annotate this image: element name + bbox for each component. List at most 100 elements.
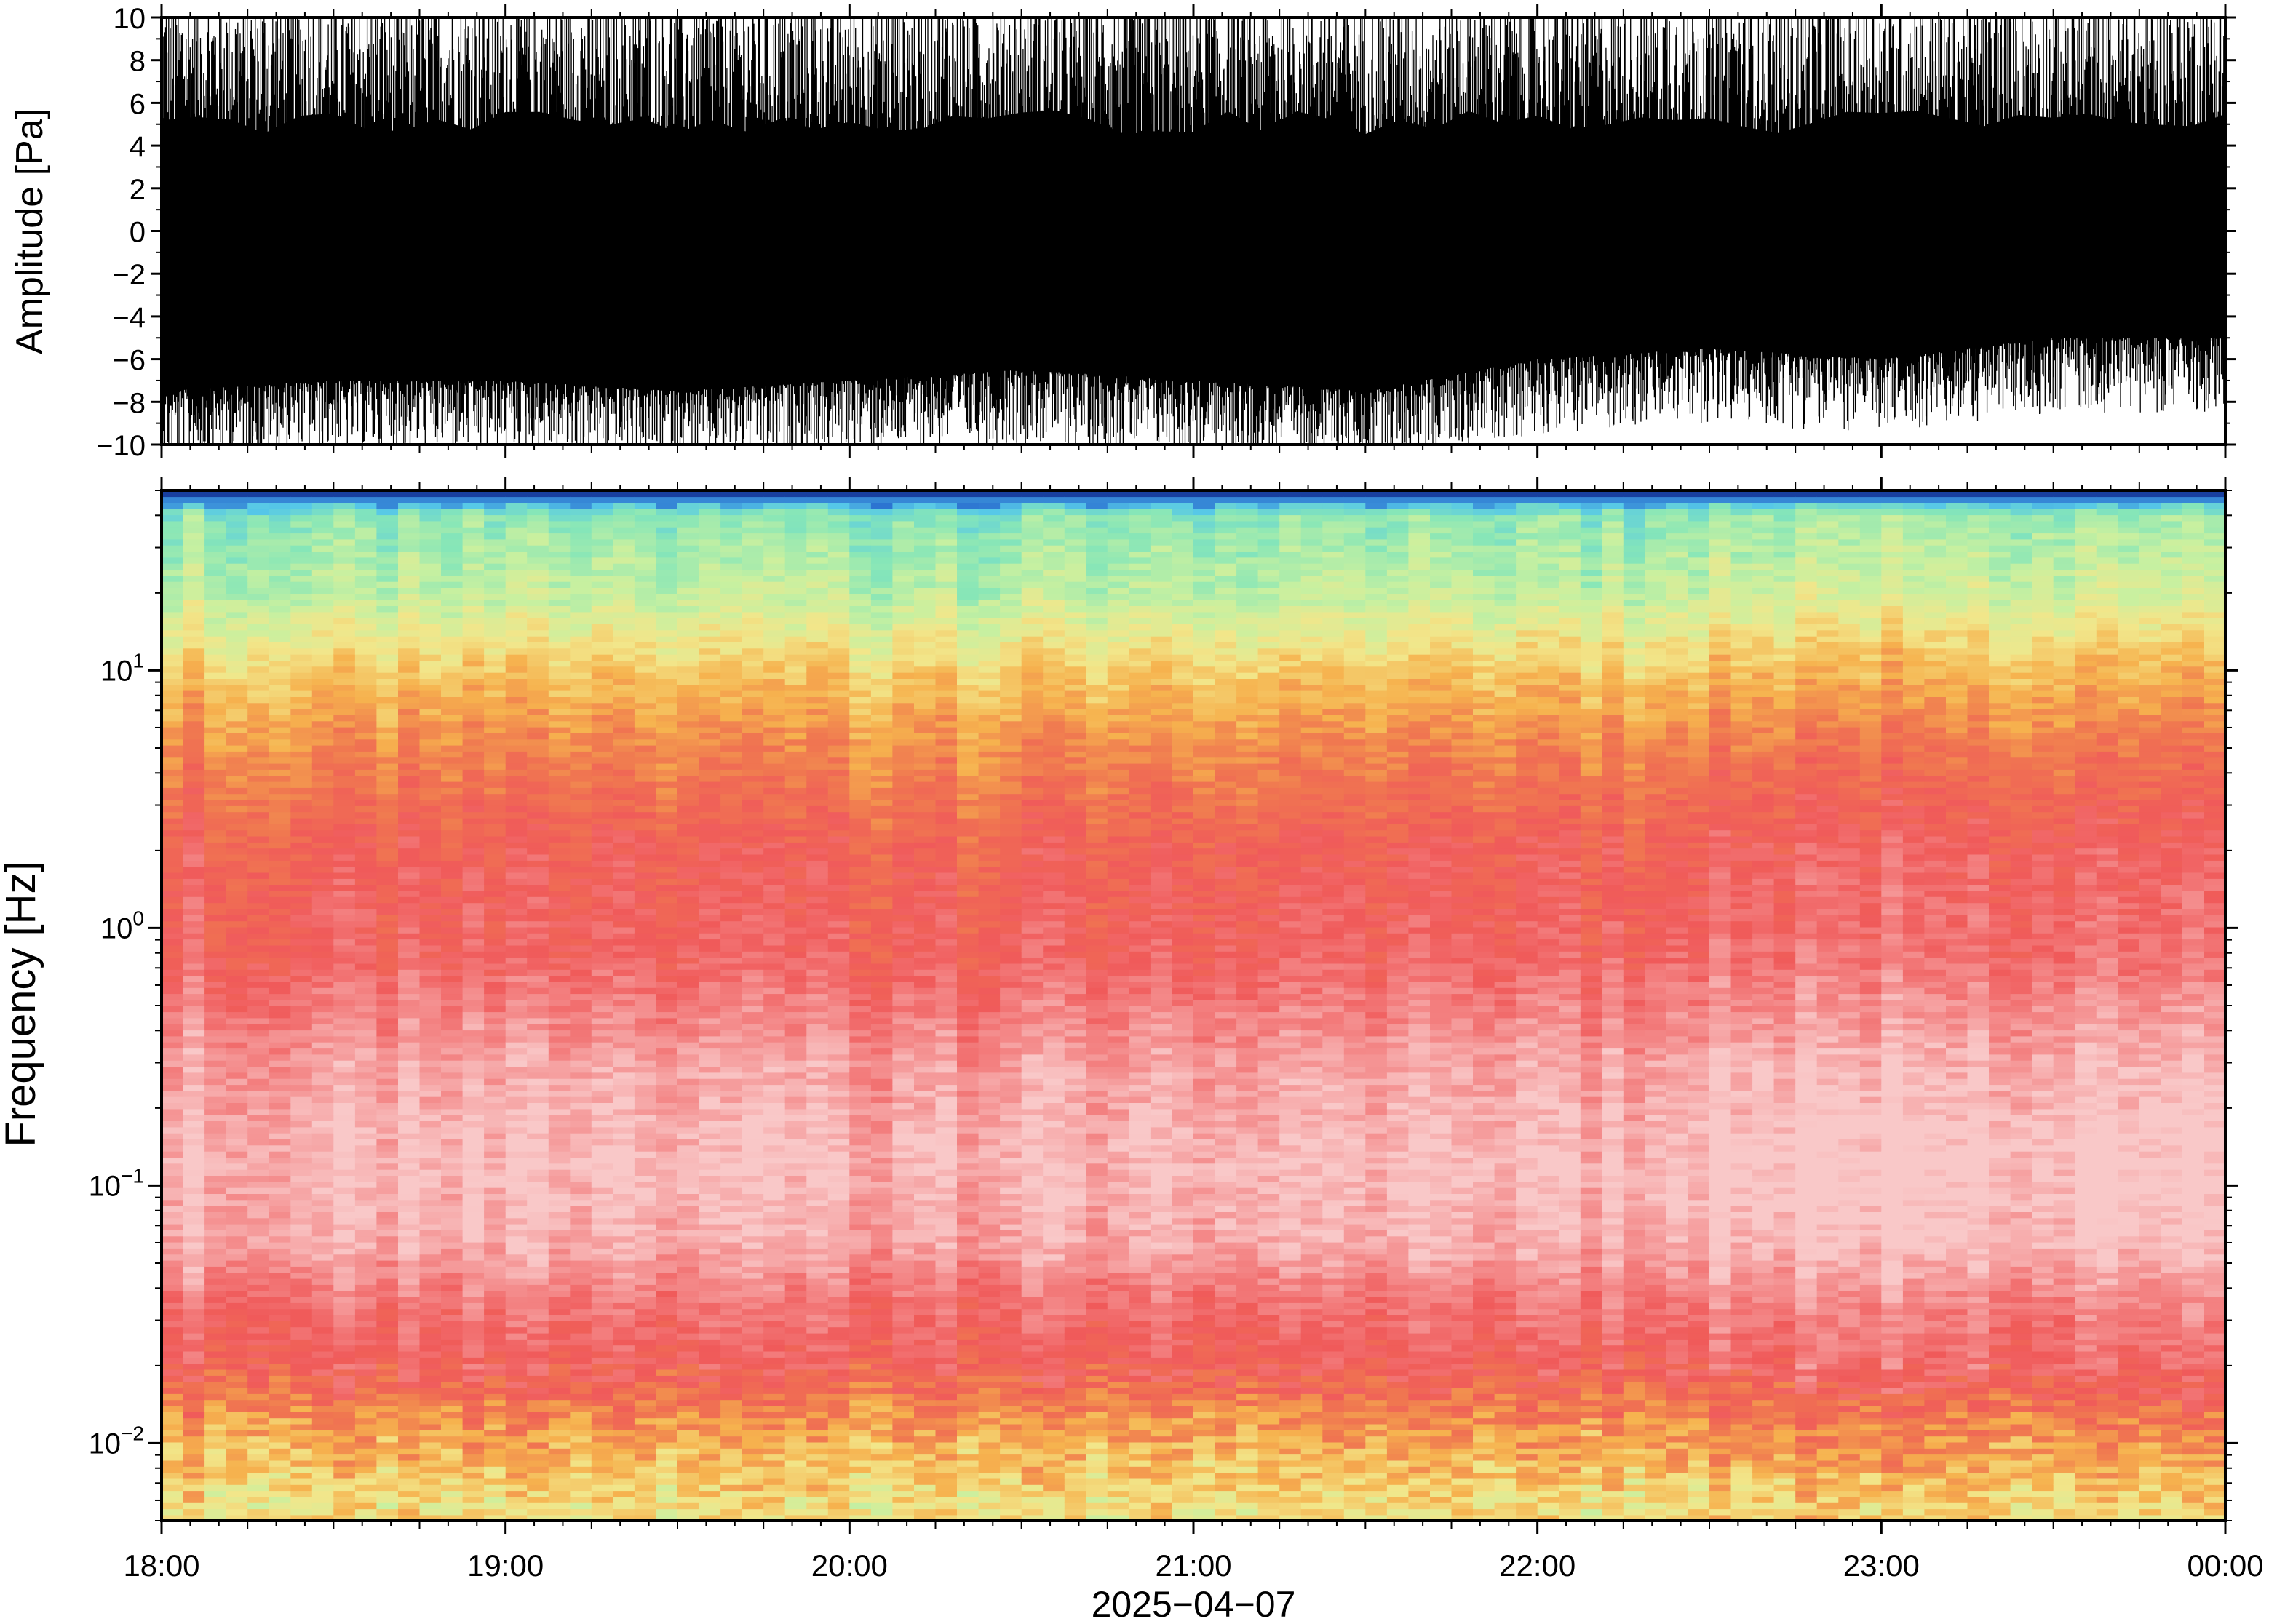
spectrogram-cell	[247, 1108, 270, 1115]
spectrogram-cell	[505, 1321, 528, 1328]
spectrogram-cell	[591, 611, 614, 618]
spectrogram-cell	[591, 1314, 614, 1321]
spectrogram-cell	[354, 1490, 378, 1497]
spectrogram-cell	[462, 1096, 485, 1103]
spectrogram-cell	[247, 569, 270, 576]
spectrogram-cell	[742, 781, 764, 788]
spectrogram-cell	[505, 696, 528, 704]
spectrogram-cell	[505, 1363, 528, 1370]
spectrogram-cell	[656, 739, 678, 746]
spectrogram-cell	[591, 969, 614, 976]
spectrogram-cell	[484, 715, 506, 722]
spectrogram-cell	[527, 1332, 549, 1340]
spectrogram-cell	[742, 1448, 764, 1455]
spectrogram-cell	[613, 993, 635, 1000]
spectrogram-cell	[269, 1472, 291, 1479]
spectrogram-cell	[677, 1321, 700, 1328]
spectrogram-cell	[656, 1375, 678, 1382]
spectrogram-cell	[699, 805, 721, 813]
spectrogram-cell	[398, 1357, 421, 1364]
waveform-trace	[162, 17, 2225, 445]
spectrogram-cell	[311, 629, 335, 637]
spectrogram-cell	[548, 587, 571, 594]
spectrogram-cell	[333, 1169, 356, 1176]
spectrogram-cell	[204, 666, 227, 673]
spectrogram-cell	[398, 533, 421, 540]
spectrogram-cell	[570, 993, 592, 1000]
spectrogram-cell	[376, 611, 399, 618]
spectrogram-cell	[441, 848, 464, 855]
spectrogram-cell	[742, 1350, 764, 1358]
spectrogram-cell	[226, 1345, 248, 1352]
spectrogram-cell	[354, 624, 378, 631]
spectrogram-cell	[441, 1272, 464, 1279]
spectrogram-cell	[527, 490, 549, 498]
spectrogram-cell	[269, 1157, 291, 1164]
spectrogram-cell	[333, 635, 356, 642]
spectrogram-cell	[699, 551, 721, 558]
spectrogram-cell	[548, 1193, 571, 1201]
waveform-x-ticks	[160, 4, 2227, 458]
spectrogram-cell	[484, 527, 506, 534]
spectrogram-cell	[505, 860, 528, 867]
spectrogram-cell	[162, 1145, 184, 1152]
spectrogram-cell	[484, 533, 506, 540]
spectrogram-cell	[333, 739, 356, 746]
spectrogram-cell	[548, 1163, 571, 1170]
spectrogram-cell	[290, 684, 313, 691]
spectrogram-cell	[226, 1126, 248, 1134]
spectrogram-cell	[311, 1502, 335, 1510]
spectrogram-cell	[354, 926, 378, 934]
spectrogram-cell	[311, 1157, 335, 1164]
spectrogram-cell	[247, 733, 270, 740]
spectrogram-cell	[527, 1230, 549, 1237]
spectrogram-cell	[656, 957, 678, 964]
spectrogram-cell	[226, 551, 248, 558]
spectrogram-cell	[570, 1272, 592, 1279]
spectrogram-cell	[441, 1030, 464, 1037]
spectrogram-cell	[527, 1169, 549, 1176]
spectrogram-cell	[419, 733, 442, 740]
spectrogram-cell	[162, 672, 184, 679]
spectrogram-cell	[613, 1205, 635, 1212]
spectrogram-cell	[311, 1193, 335, 1201]
spectrogram-cell	[699, 1199, 721, 1206]
spectrogram-cell	[183, 744, 205, 752]
spectrogram-cell	[183, 739, 205, 746]
spectrogram-cell	[398, 987, 421, 995]
spectrogram-cell	[247, 944, 270, 952]
spectrogram-cell	[419, 902, 442, 909]
spectrogram-cell	[419, 1024, 442, 1031]
spectrogram-cell	[548, 951, 571, 958]
spectrogram-cell	[419, 763, 442, 770]
spectrogram-cell	[613, 1460, 635, 1467]
spectrogram-cell	[398, 733, 421, 740]
spectrogram-cell	[613, 1412, 635, 1419]
spectrogram-cell	[656, 666, 678, 673]
spectrogram-cell	[419, 1217, 442, 1225]
spectrogram-cell	[333, 757, 356, 764]
spectrogram-cell	[376, 1006, 399, 1013]
spectrogram-cell	[677, 1478, 700, 1485]
spectrogram-cell	[354, 939, 378, 946]
spectrogram-cell	[226, 672, 248, 679]
spectrogram-cell	[419, 739, 442, 746]
spectrogram-cell	[204, 1157, 227, 1164]
spectrogram-cell	[570, 1145, 592, 1152]
spectrogram-cell	[376, 799, 399, 806]
spectrogram-cell	[570, 1478, 592, 1485]
spectrogram-cell	[591, 1484, 614, 1492]
spectrogram-cell	[269, 1006, 291, 1013]
spectrogram-cell	[591, 1017, 614, 1024]
spectrogram-cell	[333, 1460, 356, 1467]
spectrogram-cell	[656, 678, 678, 685]
spectrogram-cell	[376, 684, 399, 691]
spectrogram-cell	[484, 1102, 506, 1110]
spectrogram-cell	[311, 1314, 335, 1321]
spectrogram-cell	[311, 1248, 335, 1255]
spectrogram-cell	[720, 1308, 743, 1315]
spectrogram-cell	[290, 981, 313, 988]
spectrogram-cell	[333, 1248, 356, 1255]
spectrogram-cell	[527, 648, 549, 655]
spectrogram-cell	[311, 653, 335, 661]
